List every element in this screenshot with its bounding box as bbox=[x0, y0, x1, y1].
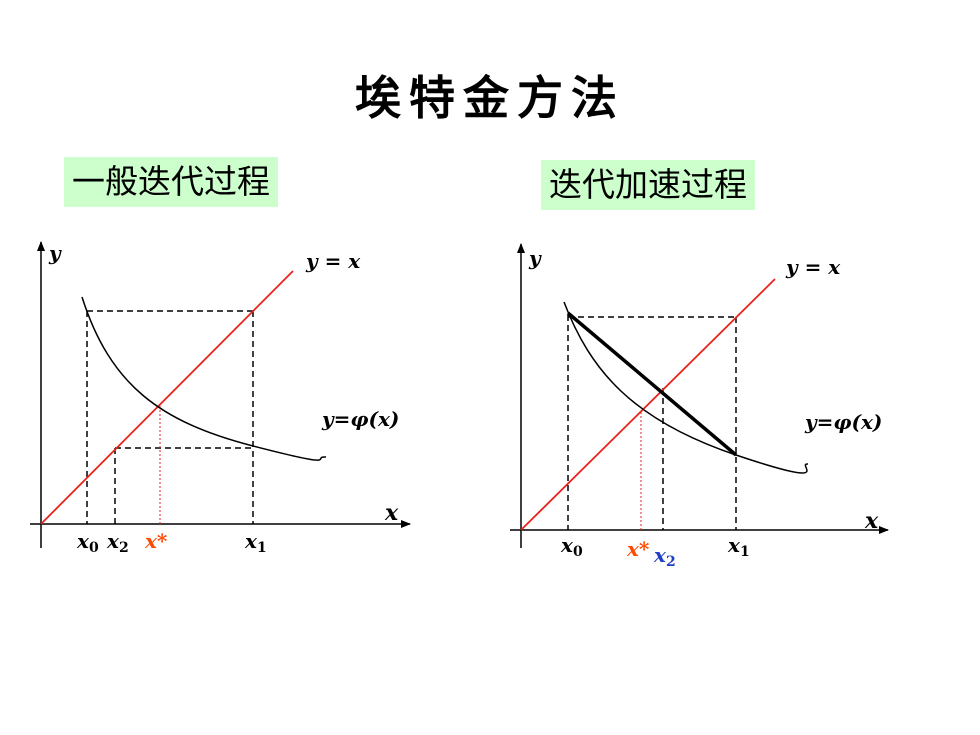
right-construction-dashes bbox=[567, 315, 737, 530]
left-cobweb-dashes bbox=[86, 310, 254, 524]
left-line-label: y = x bbox=[305, 249, 361, 273]
heading-general-iteration: 一般迭代过程 bbox=[64, 157, 278, 207]
right-line-label: y = x bbox=[785, 255, 841, 279]
right-secant-line bbox=[566, 311, 738, 457]
left-phi-curve bbox=[81, 296, 327, 461]
left-y-axis-label: y bbox=[48, 241, 62, 265]
left-x2-label: x2 bbox=[106, 529, 129, 556]
left-curve-label: y=φ(x) bbox=[321, 407, 399, 431]
left-xstar-label: x* bbox=[144, 529, 168, 553]
right-y-axis-label: y bbox=[528, 246, 542, 270]
left-x1-label: x1 bbox=[244, 529, 267, 556]
right-x-axis-label: x bbox=[864, 508, 879, 534]
left-x0-label: x0 bbox=[76, 529, 99, 556]
right-x0-label: x0 bbox=[560, 533, 583, 560]
left-identity-line bbox=[40, 270, 294, 525]
right-x1-label: x1 bbox=[727, 533, 750, 560]
right-curve-label: y=φ(x) bbox=[804, 410, 882, 434]
left-x-axis-label: x bbox=[384, 500, 399, 526]
right-xstar-label: x* bbox=[626, 537, 650, 561]
page-title: 埃特金方法 bbox=[355, 71, 625, 125]
heading-accelerated-iteration: 迭代加速过程 bbox=[541, 160, 755, 210]
right-diagram: y x y = x y=φ(x) x0 x* x2 x1 bbox=[510, 243, 889, 570]
right-phi-curve bbox=[563, 301, 809, 474]
right-x2-label: x2 bbox=[653, 543, 676, 570]
right-identity-line bbox=[520, 278, 776, 531]
left-diagram: y x y = x y=φ(x) x0 x2 x* x1 bbox=[30, 241, 411, 556]
